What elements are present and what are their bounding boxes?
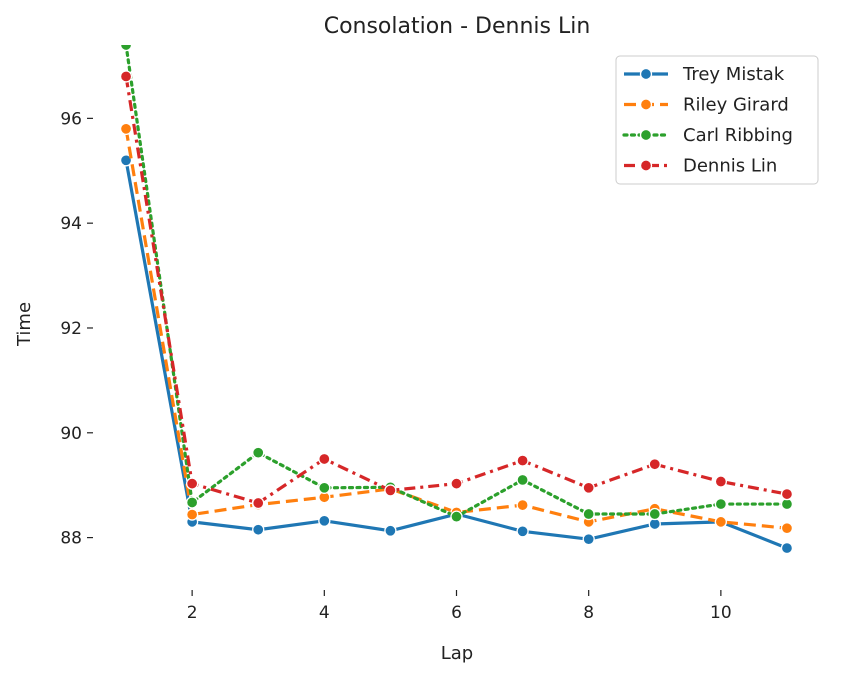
- data-point: [582, 507, 595, 521]
- data-point: [185, 477, 199, 490]
- legend-marker: [639, 67, 653, 81]
- data-point: [384, 524, 397, 537]
- x-tick-label: 10: [710, 603, 732, 623]
- series-carl-ribbing: [119, 45, 794, 523]
- data-point: [252, 523, 265, 536]
- data-point: [384, 484, 397, 497]
- legend-label: Dennis Lin: [683, 156, 777, 177]
- data-point: [648, 507, 661, 521]
- data-point: [252, 446, 265, 459]
- legend-marker: [639, 98, 653, 111]
- series-dennis-lin: [119, 70, 794, 510]
- y-axis-ticks: 88 90 92 94 96: [60, 109, 93, 549]
- y-tick-label: 96: [60, 109, 82, 129]
- data-point: [119, 122, 133, 135]
- y-tick-label: 94: [60, 214, 82, 234]
- data-point: [318, 481, 331, 494]
- x-tick-label: 4: [319, 603, 330, 623]
- legend-item: Dennis Lin: [624, 156, 777, 177]
- data-point: [318, 452, 331, 466]
- data-point: [119, 45, 133, 52]
- data-point: [780, 522, 794, 535]
- data-point: [516, 454, 529, 467]
- legend-label: Carl Ribbing: [683, 125, 793, 146]
- data-point: [516, 525, 529, 538]
- data-point: [450, 510, 463, 523]
- x-tick-label: 8: [583, 603, 594, 623]
- data-point: [582, 481, 595, 494]
- series-group: [119, 45, 794, 555]
- y-tick-label: 90: [60, 424, 82, 444]
- x-axis-ticks: 2 4 6 8 10: [187, 590, 732, 623]
- data-point: [582, 533, 595, 546]
- series-line: [124, 128, 788, 530]
- series-riley-girard: [119, 122, 794, 535]
- data-point: [714, 497, 728, 511]
- data-point: [516, 473, 529, 487]
- legend-item: Carl Ribbing: [622, 125, 793, 146]
- series-trey-mistak: [119, 154, 794, 555]
- data-point: [648, 458, 661, 471]
- x-tick-label: 6: [451, 603, 462, 623]
- legend-item: Trey Mistak: [624, 64, 785, 85]
- legend-marker: [639, 159, 653, 172]
- y-axis-label: Time: [14, 302, 35, 347]
- plot-area: 2 4 6 8 10 88 90 92 94 96: [60, 45, 794, 623]
- legend-label: Riley Girard: [683, 95, 789, 116]
- legend-label: Trey Mistak: [682, 64, 785, 85]
- data-point: [119, 70, 133, 83]
- legend-item: Riley Girard: [624, 95, 789, 116]
- data-point: [119, 154, 133, 167]
- data-point: [252, 496, 265, 510]
- data-point: [780, 487, 794, 501]
- x-axis-label: Lap: [441, 643, 473, 664]
- data-point: [185, 508, 199, 521]
- data-point: [714, 475, 728, 488]
- legend-box: [615, 55, 819, 185]
- data-point: [318, 514, 331, 527]
- chart-title: Consolation - Dennis Lin: [324, 14, 591, 39]
- data-point: [450, 477, 463, 490]
- legend-marker: [639, 128, 653, 142]
- y-tick-label: 88: [60, 529, 82, 549]
- data-point: [516, 498, 529, 512]
- data-point: [780, 541, 794, 555]
- data-point: [185, 496, 199, 509]
- series-line: [124, 160, 788, 550]
- legend: Trey Mistak Riley Girard Carl Ribbing Denni…: [615, 55, 819, 185]
- y-tick-label: 92: [60, 319, 82, 339]
- data-point: [714, 515, 728, 529]
- x-tick-label: 2: [187, 603, 198, 623]
